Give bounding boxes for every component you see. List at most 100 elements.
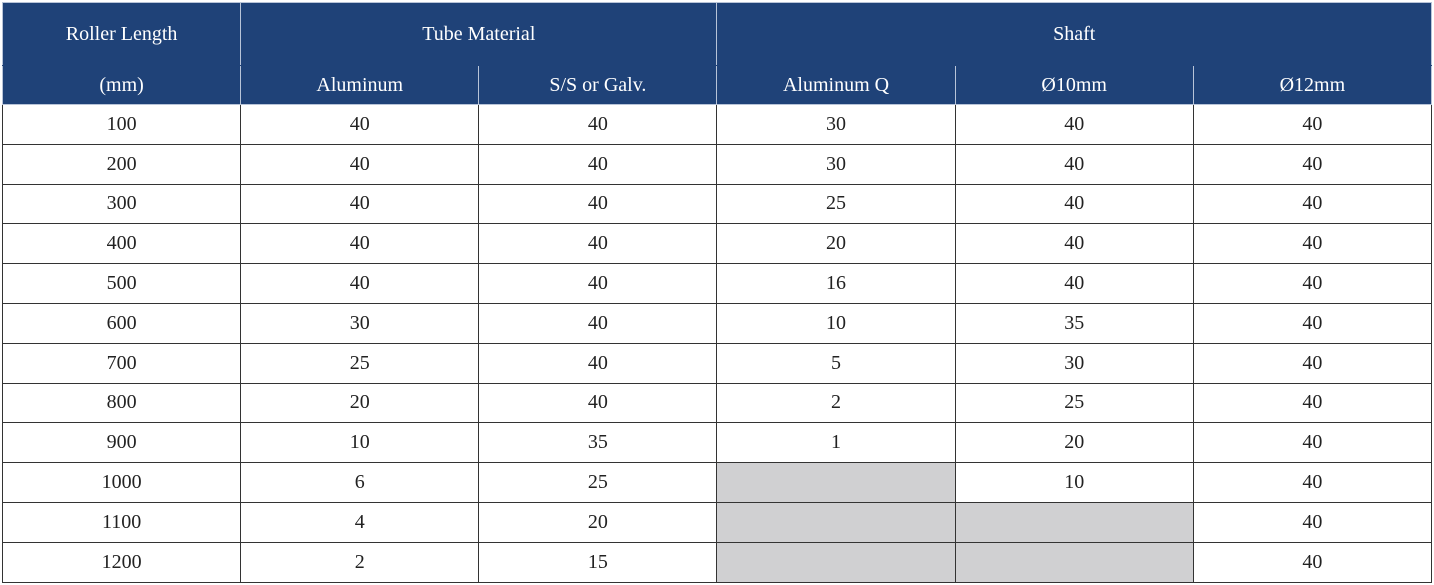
table-cell: 16 bbox=[716, 263, 956, 304]
table-cell: 1000 bbox=[1, 462, 242, 503]
table-cell: 40 bbox=[954, 263, 1194, 304]
table-cell: 40 bbox=[478, 143, 718, 185]
table-row: 500 40 40 16 40 40 bbox=[1, 263, 1433, 304]
table-cell bbox=[716, 501, 956, 543]
table-cell: 5 bbox=[716, 342, 956, 384]
table-cell: 40 bbox=[478, 302, 718, 344]
table-cell: 6 bbox=[240, 462, 480, 503]
table-cell: 100 bbox=[1, 104, 242, 145]
table-cell: 1100 bbox=[1, 501, 242, 543]
table-cell: 800 bbox=[1, 382, 242, 424]
header-row: (mm) Aluminum S/S or Galv. Aluminum Q Ø1… bbox=[1, 65, 1433, 105]
table-cell: 35 bbox=[954, 302, 1194, 344]
header-cell: Ø10mm bbox=[954, 65, 1194, 105]
table-cell: 30 bbox=[240, 302, 480, 344]
table-row: 700 25 40 5 30 40 bbox=[1, 342, 1433, 384]
header-cell: S/S or Galv. bbox=[478, 65, 718, 105]
header-cell: Roller Length bbox=[1, 2, 242, 66]
table-cell: 40 bbox=[1192, 462, 1433, 503]
table-cell: 40 bbox=[240, 104, 480, 145]
table-body: 100 40 40 30 40 40 200 40 40 30 40 40 300 40 40 25 40 40 4… bbox=[1, 104, 1433, 583]
table-cell: 30 bbox=[716, 143, 956, 185]
table-cell: 20 bbox=[954, 422, 1194, 464]
table-cell: 40 bbox=[1192, 263, 1433, 304]
header-cell: Shaft bbox=[716, 2, 1432, 66]
table-cell: 40 bbox=[1192, 183, 1433, 225]
table-cell: 40 bbox=[478, 342, 718, 384]
table-cell: 40 bbox=[478, 104, 718, 145]
table-cell: 40 bbox=[1192, 342, 1433, 384]
table-row: 900 10 35 1 20 40 bbox=[1, 422, 1433, 464]
table-cell: 40 bbox=[240, 143, 480, 185]
table-cell: 2 bbox=[240, 541, 480, 583]
table-cell: 20 bbox=[240, 382, 480, 424]
table-cell: 40 bbox=[954, 143, 1194, 185]
header-cell: Tube Material bbox=[240, 2, 718, 66]
table-cell: 25 bbox=[240, 342, 480, 384]
table-cell: 25 bbox=[716, 183, 956, 225]
table-cell: 25 bbox=[478, 462, 718, 503]
table-cell: 200 bbox=[1, 143, 242, 185]
table-cell: 40 bbox=[478, 382, 718, 424]
table-header: Roller Length Tube Material Shaft (mm) A… bbox=[1, 2, 1433, 105]
table-cell: 20 bbox=[716, 223, 956, 265]
table-cell: 1 bbox=[716, 422, 956, 464]
table-cell: 2 bbox=[716, 382, 956, 424]
table-cell: 500 bbox=[1, 263, 242, 304]
table-cell: 40 bbox=[954, 223, 1194, 265]
table-cell bbox=[716, 462, 956, 503]
table-row: 400 40 40 20 40 40 bbox=[1, 223, 1433, 265]
table-cell: 400 bbox=[1, 223, 242, 265]
table-row: 100 40 40 30 40 40 bbox=[1, 104, 1433, 145]
header-cell: Aluminum Q bbox=[716, 65, 956, 105]
table-cell: 40 bbox=[1192, 302, 1433, 344]
table-cell: 700 bbox=[1, 342, 242, 384]
table-row: 200 40 40 30 40 40 bbox=[1, 143, 1433, 185]
table-cell: 300 bbox=[1, 183, 242, 225]
table-cell: 10 bbox=[954, 462, 1194, 503]
header-cell: Aluminum bbox=[240, 65, 480, 105]
table-cell: 40 bbox=[954, 104, 1194, 145]
table-cell: 10 bbox=[716, 302, 956, 344]
table-cell bbox=[954, 501, 1194, 543]
table-row: 1200 2 15 40 bbox=[1, 541, 1433, 583]
table-cell: 10 bbox=[240, 422, 480, 464]
table-row: 1100 4 20 40 bbox=[1, 501, 1433, 543]
table-cell: 30 bbox=[716, 104, 956, 145]
table-cell: 40 bbox=[1192, 422, 1433, 464]
table-cell: 40 bbox=[1192, 382, 1433, 424]
table-cell: 40 bbox=[478, 263, 718, 304]
table-cell: 40 bbox=[1192, 223, 1433, 265]
table-cell: 40 bbox=[240, 183, 480, 225]
table-cell: 25 bbox=[954, 382, 1194, 424]
table-row: 1000 6 25 10 40 bbox=[1, 462, 1433, 503]
table-cell: 35 bbox=[478, 422, 718, 464]
table-cell: 40 bbox=[240, 223, 480, 265]
header-row: Roller Length Tube Material Shaft bbox=[1, 2, 1432, 66]
table-cell: 1200 bbox=[1, 541, 242, 583]
table-cell: 30 bbox=[954, 342, 1194, 384]
table-cell: 40 bbox=[1192, 541, 1433, 583]
table-cell: 40 bbox=[478, 183, 718, 225]
table-cell bbox=[716, 541, 956, 583]
table-cell: 4 bbox=[240, 501, 480, 543]
table-cell: 600 bbox=[1, 302, 242, 344]
table-cell: 900 bbox=[1, 422, 242, 464]
table-cell: 40 bbox=[478, 223, 718, 265]
table-cell: 15 bbox=[478, 541, 718, 583]
table-row: 600 30 40 10 35 40 bbox=[1, 302, 1433, 344]
table-cell bbox=[954, 541, 1194, 583]
table-row: 800 20 40 2 25 40 bbox=[1, 382, 1433, 424]
table-cell: 40 bbox=[1192, 143, 1433, 185]
header-cell: (mm) bbox=[1, 65, 242, 105]
table-cell: 40 bbox=[1192, 501, 1433, 543]
table-cell: 40 bbox=[240, 263, 480, 304]
table-row: 300 40 40 25 40 40 bbox=[1, 183, 1433, 225]
header-cell: Ø12mm bbox=[1192, 65, 1433, 105]
table-cell: 20 bbox=[478, 501, 718, 543]
table-cell: 40 bbox=[1192, 104, 1433, 145]
table-cell: 40 bbox=[954, 183, 1194, 225]
